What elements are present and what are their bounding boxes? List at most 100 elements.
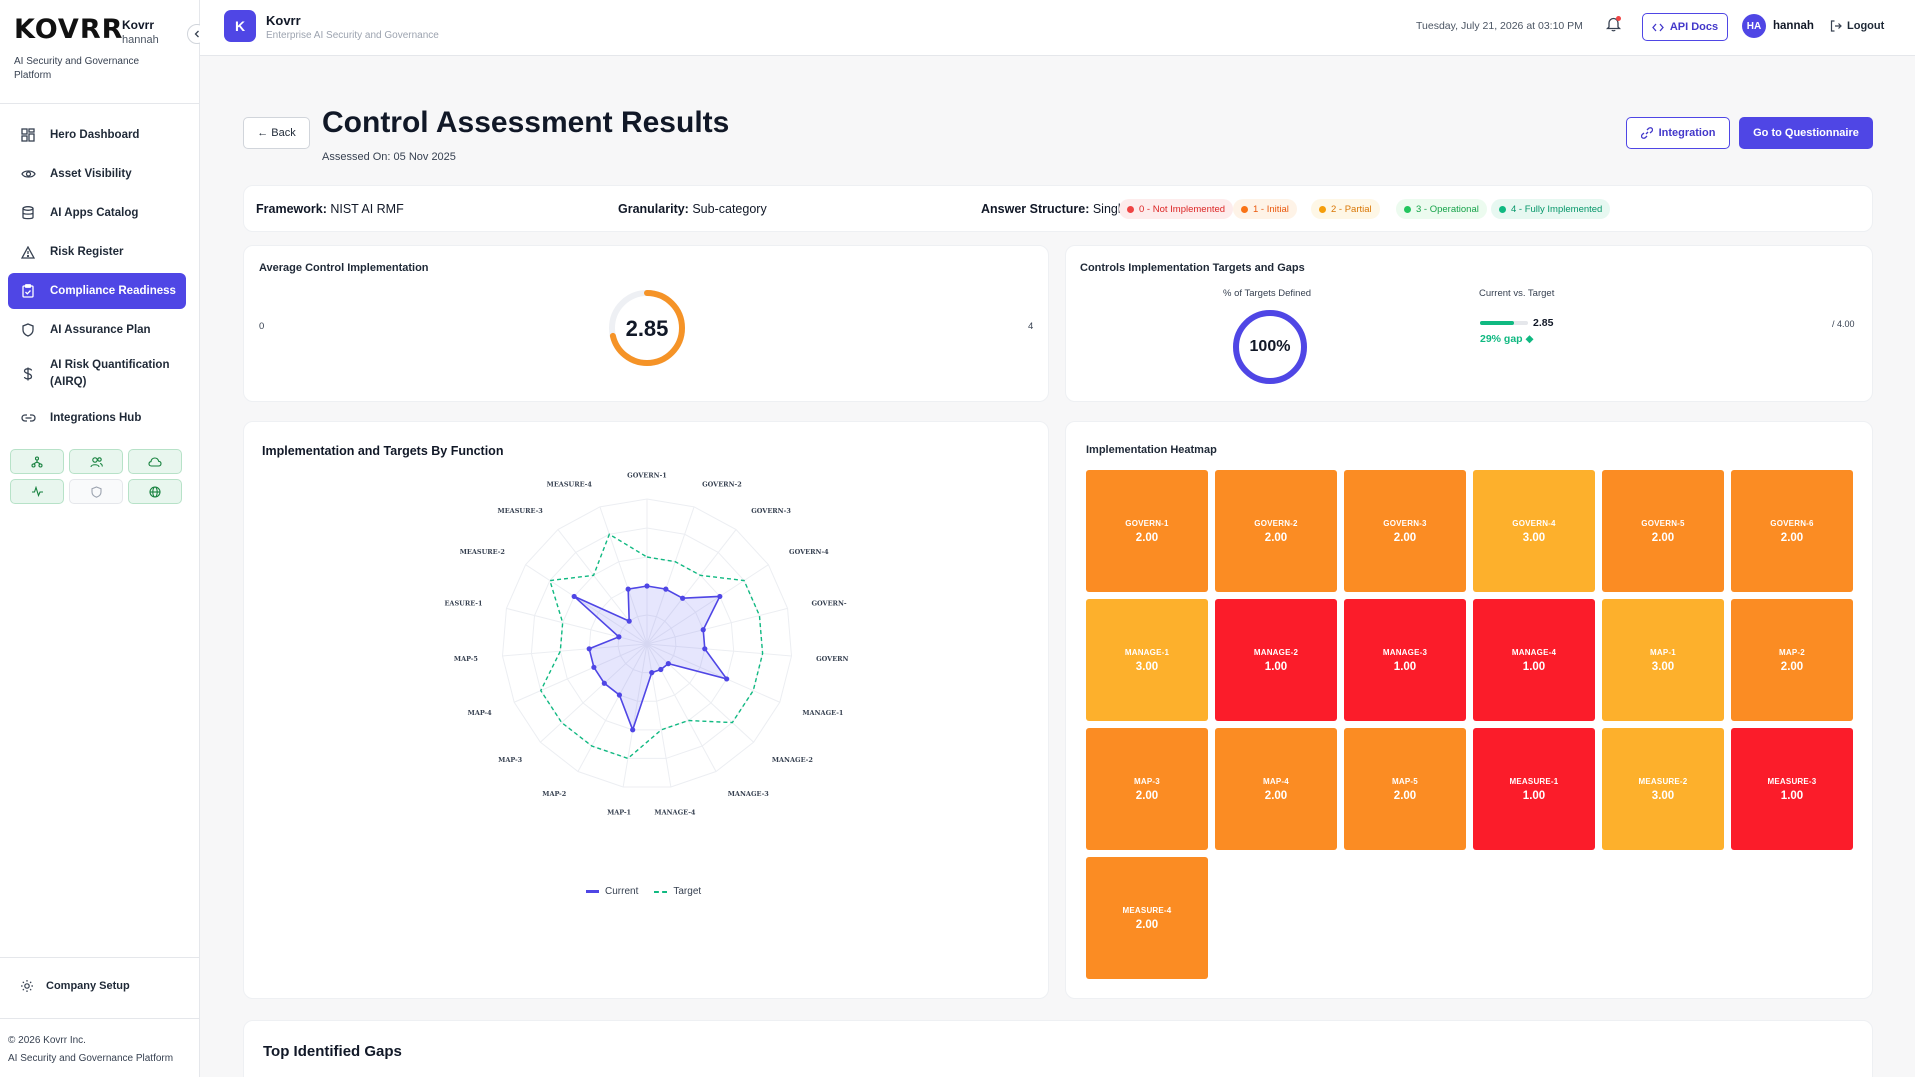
heatmap-cell-label: MAP-1: [1650, 647, 1676, 657]
radar-axis-label: MEASURE-4: [547, 481, 593, 489]
heatmap-cell-value: 2.00: [1264, 789, 1288, 802]
radar-point-current: [649, 670, 655, 676]
heatmap-cell[interactable]: MAP-3 2.00: [1086, 728, 1208, 850]
radar-spoke: [646, 506, 695, 645]
heatmap-cell[interactable]: GOVERN-5 2.00: [1602, 470, 1724, 592]
notifications-button[interactable]: [1605, 16, 1622, 37]
radar-axis-label: GOVERN-4: [789, 548, 829, 556]
radar-point-current: [680, 595, 686, 601]
current-score: 2.85: [1533, 317, 1554, 329]
shield-button[interactable]: [69, 479, 123, 504]
heatmap-cell[interactable]: MANAGE-4 1.00: [1473, 599, 1595, 721]
sidebar-item-risk-register[interactable]: Risk Register: [8, 234, 186, 270]
current-vs-target-label: Current vs. Target: [1479, 288, 1555, 299]
heatmap-cell[interactable]: MANAGE-3 1.00: [1344, 599, 1466, 721]
api-docs-button[interactable]: API Docs: [1642, 13, 1728, 41]
heatmap-cell[interactable]: GOVERN-1 2.00: [1086, 470, 1208, 592]
network-button[interactable]: [10, 449, 64, 474]
heatmap-cell-label: MANAGE-2: [1253, 647, 1299, 657]
gap-indicator: 29% gap ◆: [1480, 333, 1534, 345]
legend-dot: [1499, 205, 1506, 213]
framework-bar: Framework: NIST AI RMF Granularity: Sub-…: [243, 185, 1873, 232]
targets-defined-value: 100%: [1249, 338, 1291, 355]
heatmap-cell[interactable]: GOVERN-3 2.00: [1344, 470, 1466, 592]
go-to-questionnaire-button[interactable]: Go to Questionnaire: [1739, 117, 1873, 149]
divider: [0, 1018, 200, 1019]
radar-axis-label: MAP-5: [454, 655, 478, 663]
legend-pill: 4 - Fully Implemented: [1491, 199, 1611, 219]
radar-grid-ring: [617, 614, 677, 674]
radar-axis-label: GOVERN-: [811, 599, 846, 607]
radar-spoke: [577, 643, 648, 772]
avatar[interactable]: HA: [1742, 14, 1766, 38]
heatmap-cell[interactable]: GOVERN-2 2.00: [1215, 470, 1337, 592]
heatmap-cell-value: 2.00: [1264, 531, 1288, 544]
sidebar-item-label: AI Risk Quantification (AIRQ): [50, 359, 170, 388]
kovrr-logo[interactable]: KOVRR: [14, 14, 124, 45]
heatmap-cell[interactable]: MAP-1 3.00: [1602, 599, 1724, 721]
users-button[interactable]: [69, 449, 123, 474]
card-title: Implementation and Targets By Function: [262, 444, 504, 458]
gap-label: 29% gap: [1480, 333, 1523, 345]
heatmap-cell-value: 3.00: [1522, 531, 1546, 544]
card-title: Average Control Implementation: [259, 262, 429, 274]
heatmap-cell[interactable]: MANAGE-2 1.00: [1215, 599, 1337, 721]
integration-button[interactable]: Integration: [1626, 117, 1730, 149]
sidebar-item-asset-visibility[interactable]: Asset Visibility: [8, 156, 186, 192]
warning-icon: [20, 244, 36, 260]
logout-button[interactable]: Logout: [1830, 20, 1884, 32]
heatmap-cell[interactable]: MEASURE-3 1.00: [1731, 728, 1853, 850]
eye-icon: [20, 166, 36, 182]
dollar-icon: [20, 366, 36, 382]
radar-point-current: [665, 661, 671, 667]
radar-spoke: [506, 607, 648, 645]
radar-axis-label: GOVERN-2: [702, 481, 742, 489]
average-value: 2.85: [625, 316, 669, 341]
heatmap-cell[interactable]: MAP-5 2.00: [1344, 728, 1466, 850]
legend-label: 2 - Partial: [1331, 203, 1372, 215]
sidebar: KOVRR Kovrr hannah AI Security and Gover…: [0, 0, 207, 1077]
heatmap-cell[interactable]: MANAGE-1 3.00: [1086, 599, 1208, 721]
heatmap-cell[interactable]: GOVERN-4 3.00: [1473, 470, 1595, 592]
heatmap-cell-value: 2.00: [1393, 531, 1417, 544]
granularity-info: Granularity: Sub-category: [618, 202, 767, 216]
sidebar-item-ai-assurance-plan[interactable]: AI Assurance Plan: [8, 312, 186, 348]
radar-spoke: [646, 643, 780, 703]
activity-button[interactable]: [10, 479, 64, 504]
radar-point-current: [724, 676, 730, 682]
company-setup-link[interactable]: Company Setup: [20, 979, 130, 993]
legend-dot: [1127, 205, 1134, 213]
sidebar-item-hero-dashboard[interactable]: Hero Dashboard: [8, 117, 186, 153]
heatmap-cell[interactable]: MAP-4 2.00: [1215, 728, 1337, 850]
heatmap-cell[interactable]: MEASURE-1 1.00: [1473, 728, 1595, 850]
heatmap-cell[interactable]: GOVERN-6 2.00: [1731, 470, 1853, 592]
footer-tagline: AI Security and Governance Platform: [8, 1053, 174, 1064]
radar-point-current: [616, 692, 622, 698]
heatmap-cell[interactable]: MEASURE-4 2.00: [1086, 857, 1208, 979]
radar-spoke: [539, 643, 648, 743]
globe-button[interactable]: [128, 479, 182, 504]
legend-label: 1 - Initial: [1253, 203, 1289, 215]
sidebar-item-ai-risk-quantification[interactable]: AI Risk Quantification (AIRQ): [8, 351, 186, 397]
sidebar-item-compliance-readiness[interactable]: Compliance Readiness: [8, 273, 186, 309]
back-button[interactable]: ← Back: [243, 117, 310, 149]
radar-point-current: [700, 627, 706, 633]
footer: © 2026 Kovrr Inc. AI Security and Govern…: [8, 1032, 173, 1068]
brand-name: Kovrr: [122, 18, 155, 32]
radar-axis-label: MANAGE-4: [654, 808, 696, 816]
cloud-button[interactable]: [128, 449, 182, 474]
notification-dot: [1616, 16, 1621, 21]
radar-axis-label: MANAGE-3: [728, 790, 770, 798]
sidebar-item-label: AI Apps Catalog: [50, 207, 139, 219]
heatmap-cell-value: 2.00: [1135, 918, 1159, 931]
sidebar-item-ai-apps-catalog[interactable]: AI Apps Catalog: [8, 195, 186, 231]
legend-dot: [1241, 205, 1248, 213]
sidebar-item-integrations-hub[interactable]: Integrations Hub: [8, 400, 186, 436]
radar-point-current: [658, 666, 664, 673]
heatmap-cell[interactable]: MAP-2 2.00: [1731, 599, 1853, 721]
radar-point-current: [601, 680, 607, 686]
network-icon: [31, 455, 43, 468]
heatmap-cell[interactable]: MEASURE-2 3.00: [1602, 728, 1724, 850]
gear-icon: [20, 979, 34, 993]
radar-card: Implementation and Targets By Function G…: [243, 421, 1049, 999]
